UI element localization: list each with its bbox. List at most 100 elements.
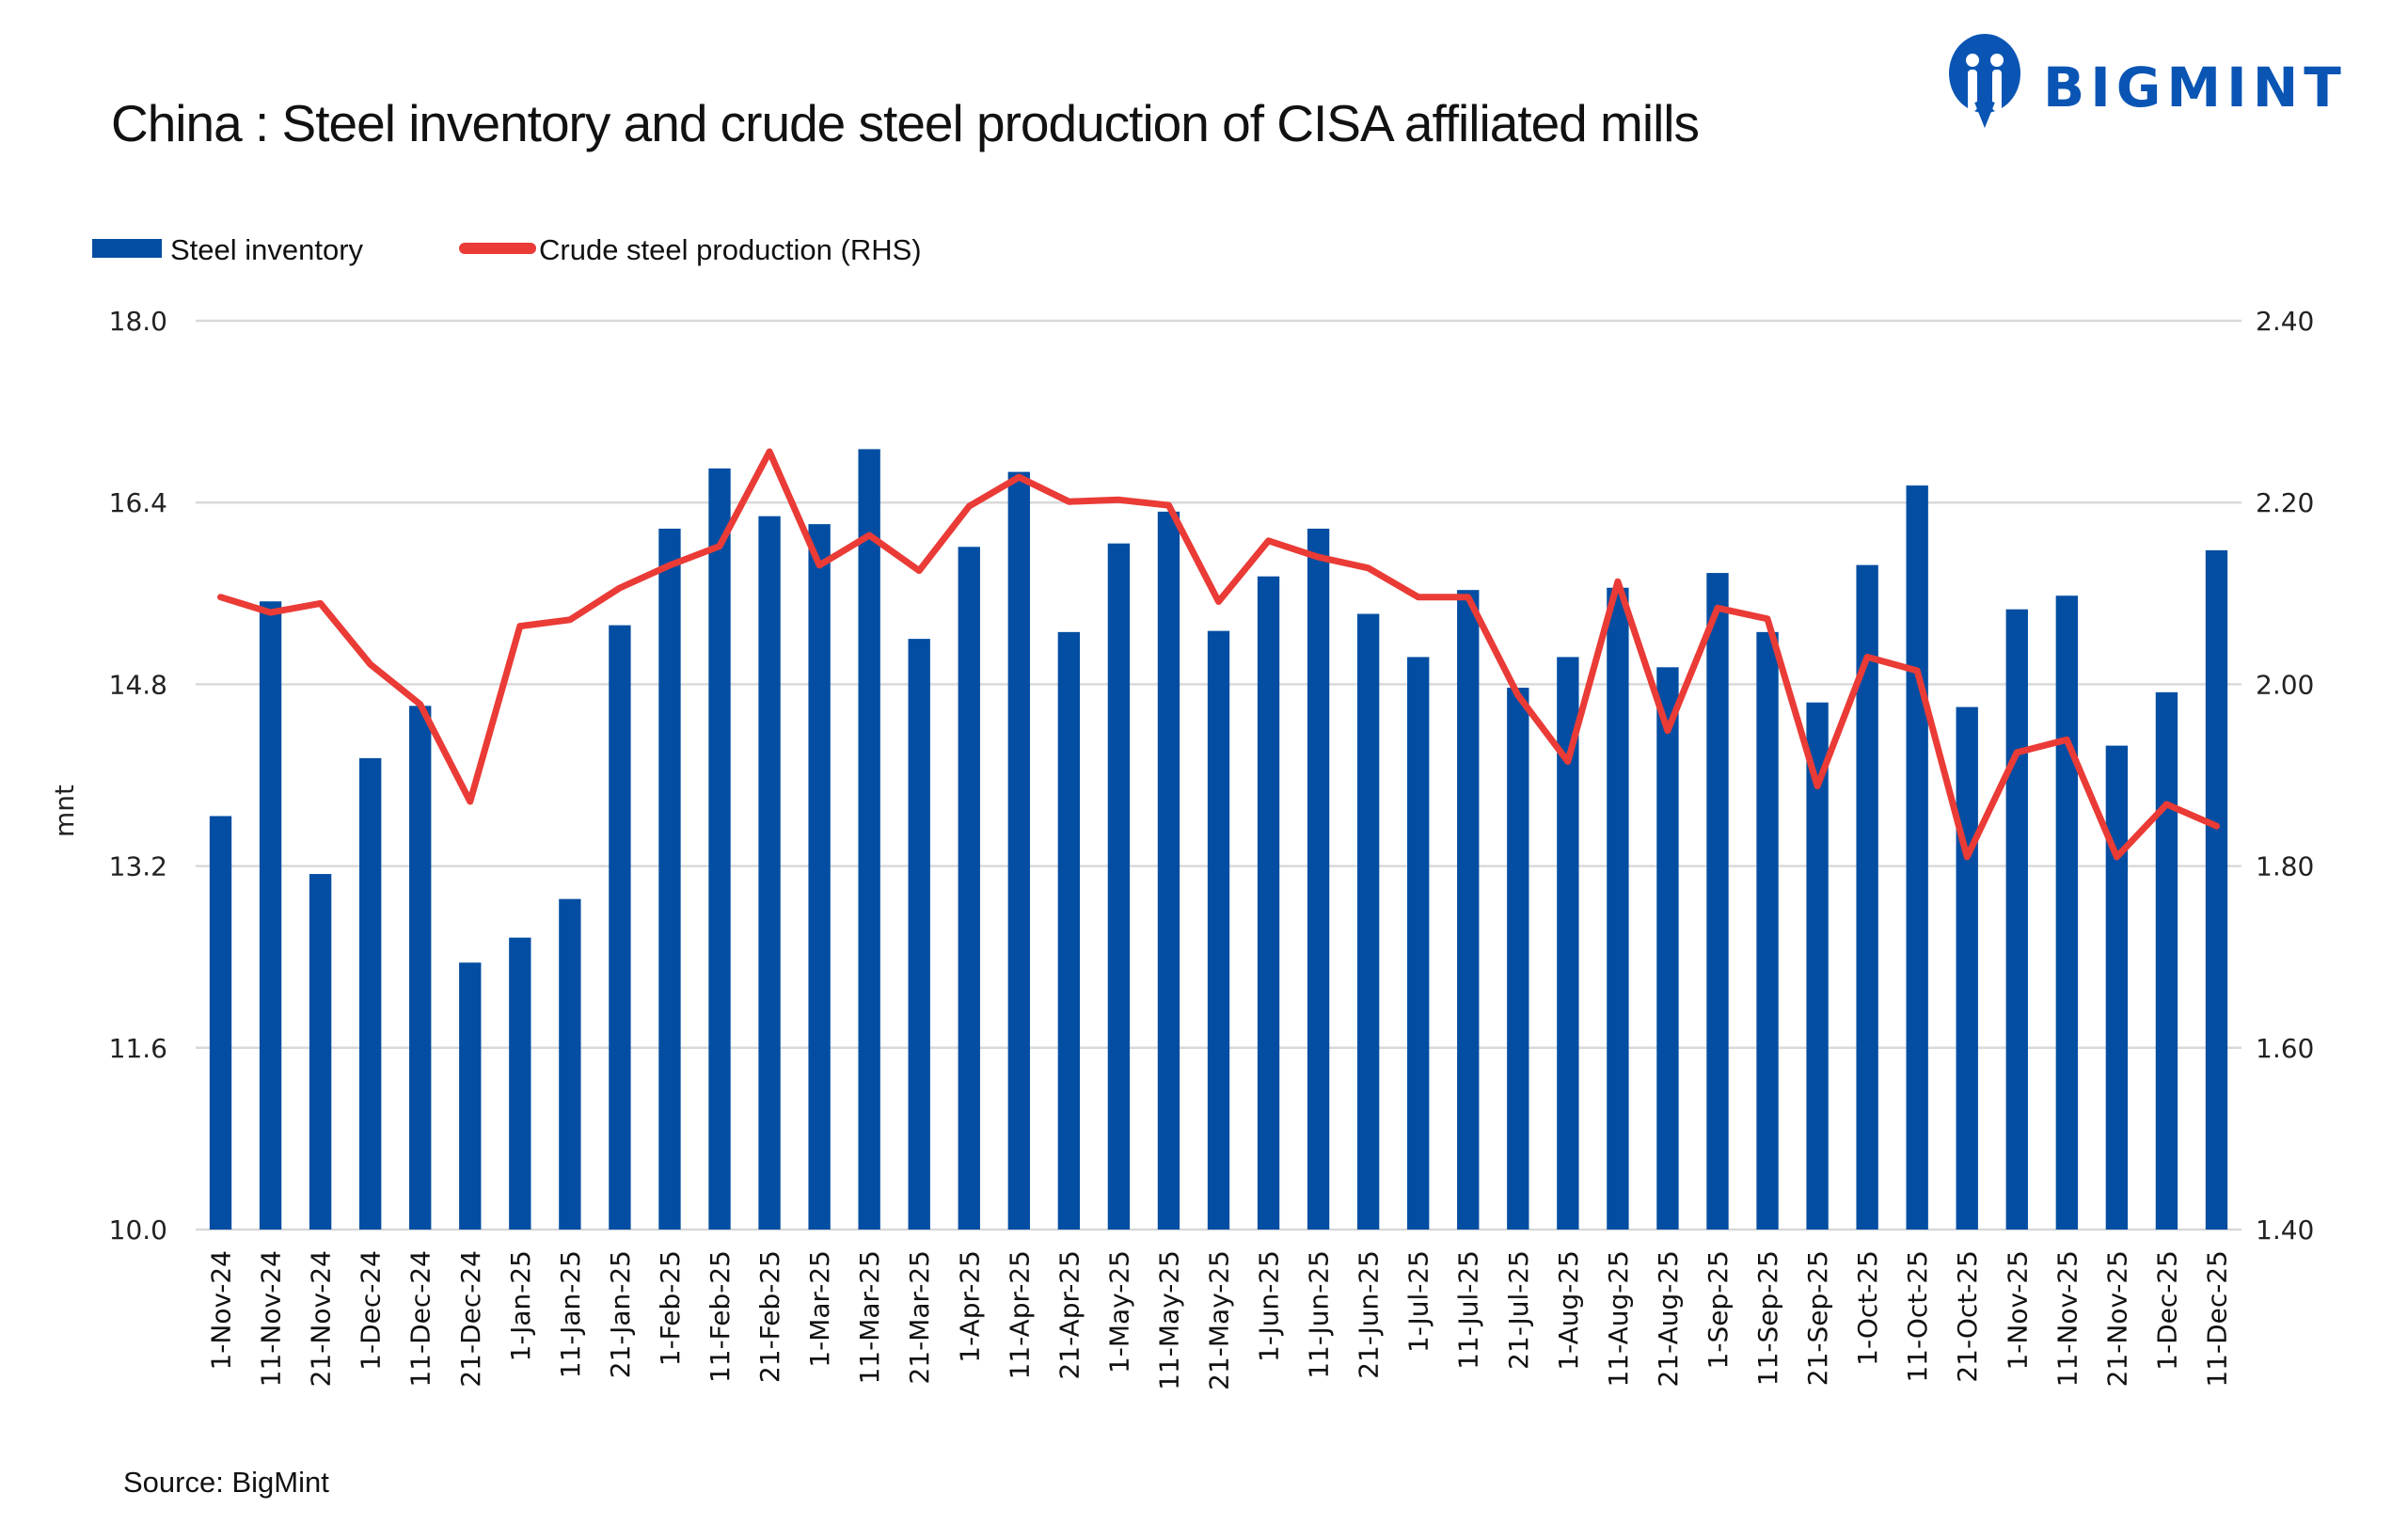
bar — [509, 937, 531, 1230]
legend-label-production: Crude steel production (RHS) — [539, 233, 922, 266]
bar — [409, 706, 432, 1230]
source-note: Source: BigMint — [123, 1466, 329, 1499]
bar — [1207, 630, 1230, 1230]
bar — [559, 898, 581, 1230]
bar — [908, 639, 930, 1230]
production-line — [217, 448, 2220, 861]
y2-tick-label: 1.80 — [2256, 851, 2314, 882]
bar — [1756, 631, 1779, 1230]
x-tick-label: 21-Aug-25 — [1653, 1250, 1684, 1388]
y2-tick-label: 2.20 — [2256, 487, 2314, 518]
x-tick-label: 11-Apr-25 — [1004, 1250, 1035, 1380]
chart-title: China : Steel inventory and crude steel … — [111, 94, 1699, 152]
y-tick-label: 11.6 — [109, 1033, 167, 1064]
x-tick-label: 21-Jul-25 — [1503, 1250, 1534, 1370]
x-tick-label: 1-Dec-24 — [356, 1250, 387, 1371]
bar — [1457, 590, 1480, 1230]
x-tick-label: 21-Sep-25 — [1802, 1250, 1833, 1386]
bar — [708, 468, 731, 1230]
y2-tick-label: 2.40 — [2256, 306, 2314, 337]
y2-tick-label: 1.60 — [2256, 1033, 2314, 1064]
x-tick-label: 21-Nov-25 — [2101, 1250, 2132, 1387]
bar — [658, 528, 681, 1230]
x-tick-label: 11-Dec-25 — [2201, 1250, 2232, 1388]
bar — [1407, 657, 1430, 1230]
bar — [359, 757, 382, 1230]
x-tick-label: 1-Sep-25 — [1703, 1250, 1734, 1369]
bar — [1307, 528, 1330, 1230]
legend-swatch-inventory — [92, 239, 162, 258]
brand-name: BIGMINT — [2043, 56, 2347, 119]
x-tick-label: 1-Aug-25 — [1553, 1250, 1584, 1371]
x-tick-label: 21-Mar-25 — [904, 1250, 935, 1385]
bar — [309, 874, 332, 1230]
x-tick-label: 1-Jul-25 — [1403, 1250, 1434, 1353]
bar — [1157, 511, 1180, 1230]
y-tick-label: 10.0 — [109, 1215, 167, 1246]
x-tick-label: 1-Nov-25 — [2002, 1250, 2033, 1371]
bar — [2005, 609, 2028, 1230]
x-tick-label: 11-Mar-25 — [854, 1250, 885, 1385]
bar — [1356, 613, 1380, 1230]
y-tick-label: 18.0 — [109, 306, 167, 337]
bar — [1107, 543, 1131, 1230]
legend: Steel inventory Crude steel production (… — [92, 233, 922, 266]
x-tick-label: 11-Jun-25 — [1304, 1250, 1335, 1379]
bar — [1507, 688, 1529, 1230]
bar — [758, 516, 781, 1230]
x-tick-label: 1-Dec-25 — [2151, 1250, 2182, 1371]
x-tick-label: 21-Feb-25 — [754, 1250, 785, 1383]
x-tick-label: 21-Nov-24 — [306, 1250, 337, 1387]
bar — [1257, 576, 1280, 1230]
x-tick-label: 11-Sep-25 — [1752, 1250, 1783, 1386]
x-tick-label: 11-Jan-25 — [555, 1250, 586, 1378]
x-tick-label: 21-Oct-25 — [1952, 1250, 1983, 1383]
x-tick-label: 1-Jan-25 — [505, 1250, 536, 1361]
bar — [2155, 691, 2178, 1230]
x-tick-label: 11-Jul-25 — [1453, 1250, 1484, 1370]
line-series — [217, 448, 2220, 861]
x-tick-label: 11-May-25 — [1153, 1250, 1184, 1390]
bar — [459, 962, 482, 1230]
x-tick-label: 1-Mar-25 — [804, 1250, 835, 1368]
bar — [1557, 657, 1579, 1230]
x-tick-label: 11-Aug-25 — [1603, 1250, 1634, 1388]
y-axis-label: mnt — [49, 785, 80, 837]
y-tick-label: 16.4 — [109, 487, 167, 518]
x-tick-label: 11-Feb-25 — [705, 1250, 736, 1383]
bar — [609, 625, 631, 1230]
x-tick-label: 1-Feb-25 — [655, 1250, 686, 1366]
bar-series — [209, 449, 2228, 1230]
bar — [808, 524, 831, 1230]
x-tick-label: 11-Nov-25 — [2052, 1250, 2083, 1387]
bar — [1607, 587, 1629, 1230]
y2-tick-label: 2.00 — [2256, 669, 2314, 700]
bar — [1706, 573, 1729, 1230]
bar — [259, 601, 282, 1230]
x-tick-label: 21-Apr-25 — [1054, 1250, 1085, 1380]
x-tick-label: 1-Apr-25 — [954, 1250, 985, 1363]
bar — [1007, 471, 1030, 1230]
bar — [1656, 667, 1679, 1230]
bar — [2205, 549, 2228, 1230]
x-tick-label: 11-Dec-24 — [405, 1250, 436, 1388]
x-tick-label: 1-Jun-25 — [1254, 1250, 1285, 1362]
y-tick-label: 13.2 — [109, 851, 167, 882]
x-tick-label: 1-Oct-25 — [1852, 1250, 1883, 1366]
y-axis-left: 10.0 11.6 13.2 14.8 16.4 18.0 — [109, 306, 167, 1246]
x-tick-label: 21-May-25 — [1204, 1250, 1235, 1390]
x-tick-label: 11-Oct-25 — [1902, 1250, 1933, 1383]
bigmint-logo-icon — [1949, 34, 2020, 129]
x-tick-label: 11-Nov-24 — [256, 1250, 287, 1387]
legend-label-inventory: Steel inventory — [170, 233, 364, 266]
bar — [1856, 564, 1878, 1230]
legend-swatch-production — [459, 243, 536, 254]
bar — [2055, 595, 2078, 1230]
y-tick-label: 14.8 — [109, 669, 167, 700]
bar — [2105, 745, 2129, 1230]
bar — [958, 547, 980, 1230]
bar — [1057, 631, 1081, 1230]
bar — [1956, 706, 1978, 1230]
y-axis-right: 1.40 1.60 1.80 2.00 2.20 2.40 — [2256, 306, 2314, 1246]
brand-logo: BIGMINT — [1949, 34, 2347, 129]
